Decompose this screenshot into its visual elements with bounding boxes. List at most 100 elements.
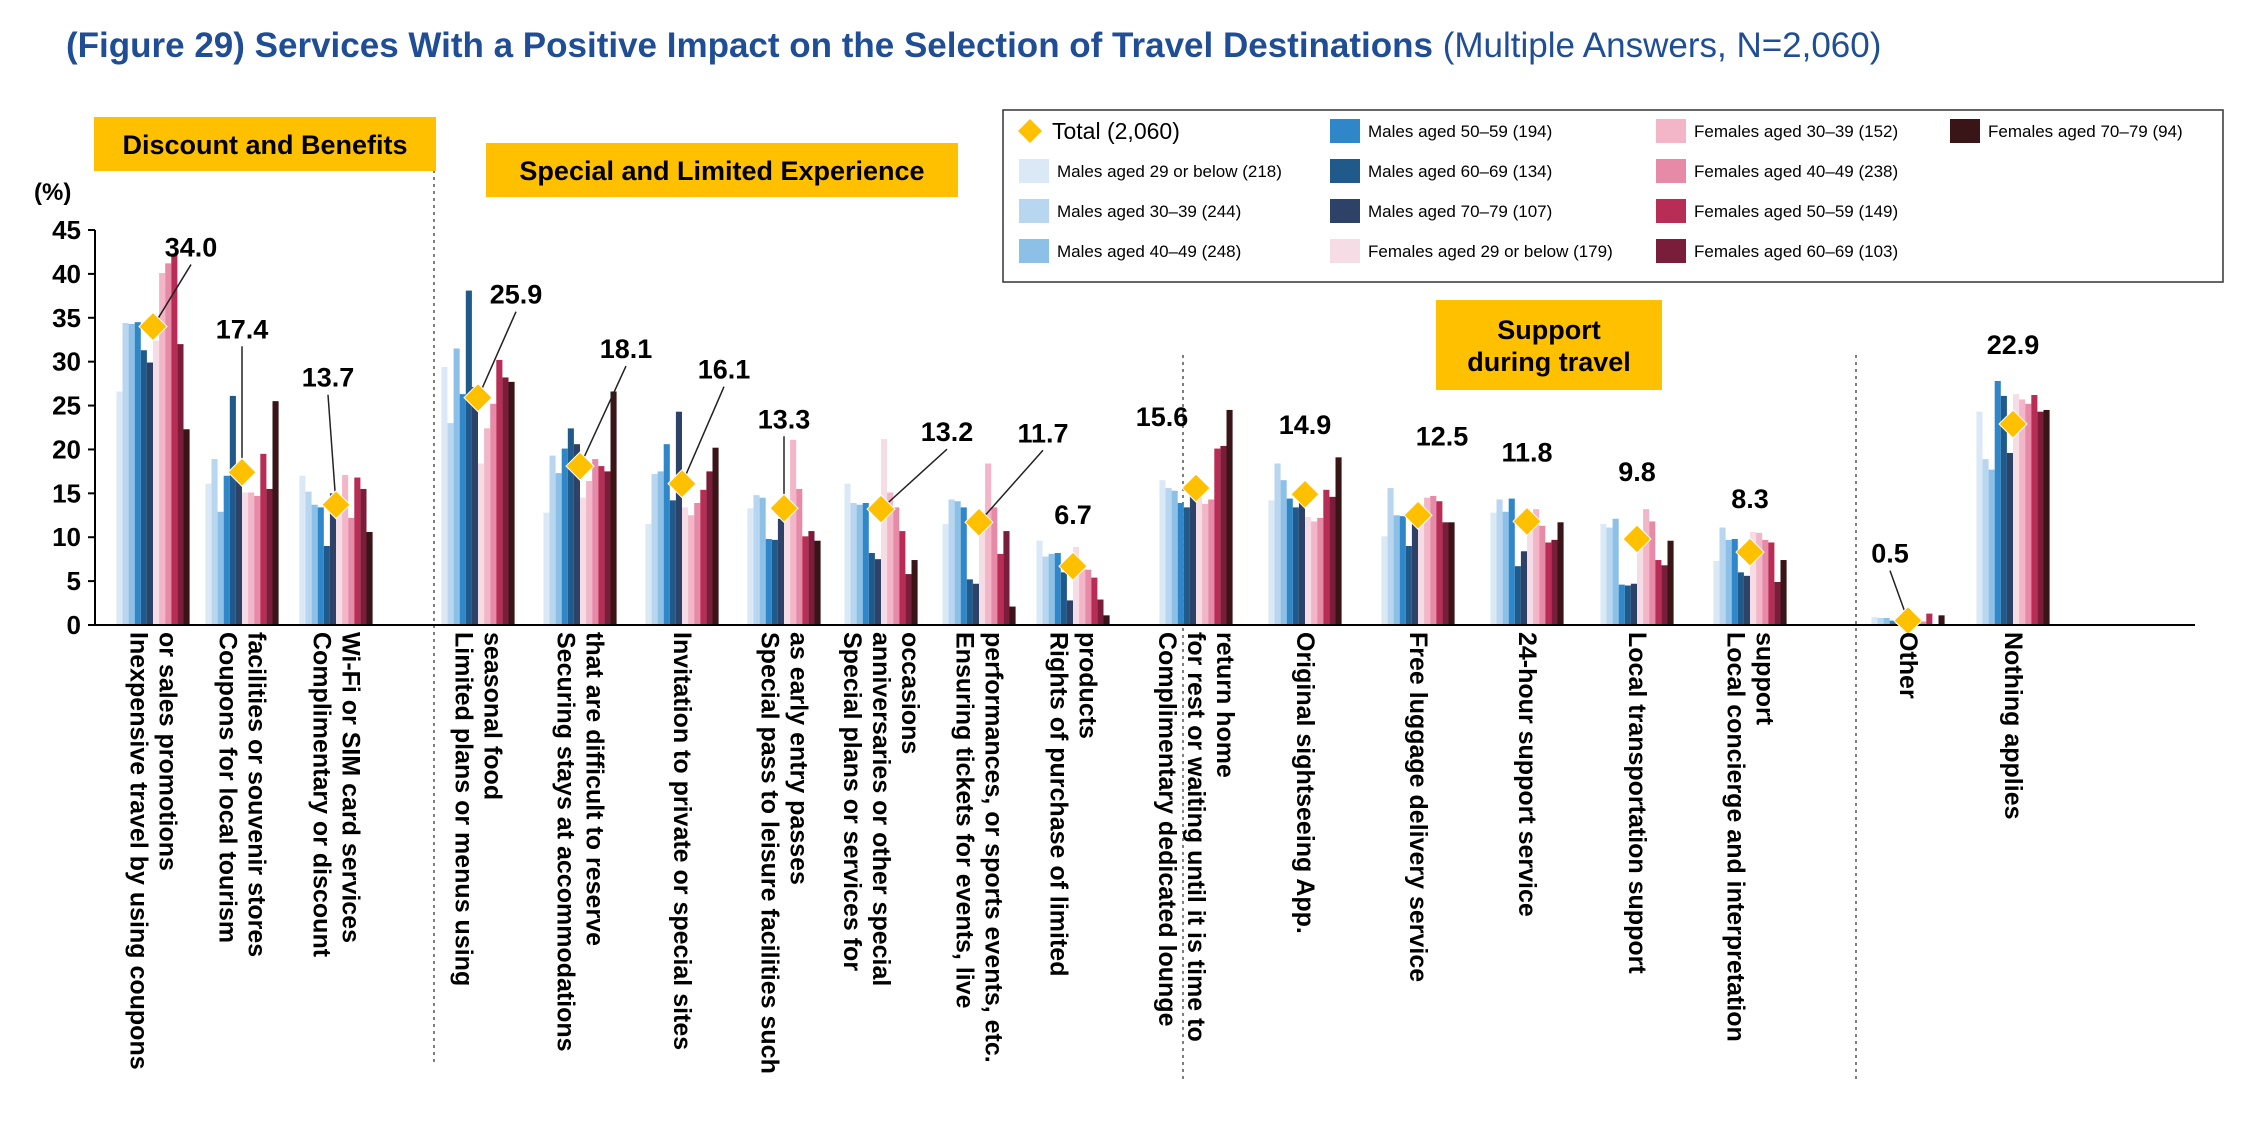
total-label: 18.1: [600, 334, 653, 364]
bar: [1424, 497, 1431, 625]
category-label: products: [1074, 632, 1102, 739]
bar: [1725, 539, 1732, 625]
category-label: Invitation to private or special sites: [668, 632, 696, 1050]
total-marker: [1998, 409, 2028, 439]
bar: [1189, 493, 1196, 625]
bar: [1292, 507, 1299, 625]
bar: [360, 488, 367, 625]
total-leader-line: [327, 394, 337, 505]
bar: [1557, 522, 1564, 625]
bar: [747, 508, 754, 625]
bar: [1305, 517, 1312, 625]
bar: [1085, 569, 1092, 625]
bar: [1091, 577, 1098, 625]
bar: [1496, 499, 1503, 625]
bar: [171, 253, 178, 625]
total-marker: [1622, 524, 1652, 554]
bar: [336, 502, 343, 625]
bar: [682, 507, 689, 625]
bar: [874, 559, 881, 625]
bar: [1731, 538, 1738, 625]
bar: [2031, 395, 2038, 625]
bar: [862, 502, 869, 625]
bar: [2043, 409, 2050, 625]
legend-label: Males aged 60–69 (134): [1368, 162, 1552, 181]
bar: [260, 453, 267, 625]
bar: [1520, 551, 1527, 625]
bar: [1042, 556, 1049, 625]
bar: [496, 359, 503, 625]
bar: [1643, 509, 1650, 625]
legend-label: Males aged 40–49 (248): [1057, 242, 1241, 261]
bar: [954, 501, 961, 625]
bar: [317, 507, 324, 625]
legend-swatch: [1330, 199, 1360, 223]
total-label: 22.9: [1987, 330, 2040, 360]
category-label: or sales promotions: [154, 632, 182, 871]
total-label: 9.8: [1618, 457, 1656, 487]
bar: [146, 362, 153, 625]
bar: [134, 322, 141, 625]
bar: [985, 463, 992, 625]
total-marker: [1403, 500, 1433, 530]
bar: [217, 511, 224, 625]
bar: [610, 391, 617, 625]
total-marker: [667, 468, 697, 499]
bar: [580, 497, 587, 625]
bar: [1982, 459, 1989, 625]
total-marker: [1512, 506, 1542, 537]
bar: [211, 459, 218, 625]
total-leader-line: [880, 448, 948, 510]
figure-title-subtitle: (Multiple Answers, N=2,060): [1442, 26, 1882, 65]
bar: [2025, 403, 2032, 625]
bar: [465, 290, 472, 625]
bar: [1994, 380, 2001, 625]
total-label: 11.7: [1017, 418, 1068, 448]
bar: [700, 489, 707, 625]
category-label: Inexpensive travel by using coupons: [125, 632, 153, 1070]
legend-total-label: Total (2,060): [1052, 118, 1180, 144]
total-label: 25.9: [490, 280, 543, 310]
bar: [1988, 469, 1995, 625]
bar: [1436, 501, 1443, 625]
legend-label: Males aged 29 or below (218): [1057, 162, 1282, 181]
bar: [223, 475, 230, 625]
bar: [1768, 542, 1775, 625]
category-label: occasions: [896, 632, 924, 754]
bar: [1165, 488, 1172, 625]
bar: [899, 531, 906, 625]
y-tick-label: 0: [67, 610, 81, 640]
bar: [1539, 525, 1546, 625]
total-marker: [1058, 551, 1088, 581]
category-label: Coupons for local tourism: [214, 632, 242, 943]
bar: [153, 340, 160, 625]
y-tick-label: 45: [52, 215, 81, 245]
total-marker: [1893, 605, 1923, 636]
bar: [1066, 600, 1073, 625]
category-label: Limited plans or menus using: [450, 632, 478, 986]
category-label: Ensuring tickets for events, live: [951, 632, 979, 1009]
bar: [604, 471, 611, 625]
bar: [1976, 411, 1983, 625]
category-label: Securing stays at accommodations: [552, 632, 580, 1052]
bar: [771, 539, 778, 625]
bar: [1196, 497, 1203, 625]
bar: [1159, 480, 1166, 625]
section-label: Special and Limited Experience: [519, 156, 924, 186]
bar: [1418, 507, 1425, 625]
bar: [549, 455, 556, 625]
category-label: Local transportation support: [1623, 632, 1651, 974]
bar: [844, 483, 851, 625]
bar: [868, 553, 875, 625]
bar: [122, 323, 129, 625]
legend-swatch: [1950, 119, 1980, 143]
bar: [1667, 540, 1674, 625]
category-label: performances, or sports events, etc.: [980, 632, 1008, 1063]
total-label: 13.7: [302, 363, 355, 393]
bar: [1502, 511, 1509, 625]
total-leader-line: [681, 386, 725, 484]
bar: [1060, 572, 1067, 625]
total-label: 0.5: [1871, 539, 1909, 569]
section-label: during travel: [1467, 347, 1631, 377]
